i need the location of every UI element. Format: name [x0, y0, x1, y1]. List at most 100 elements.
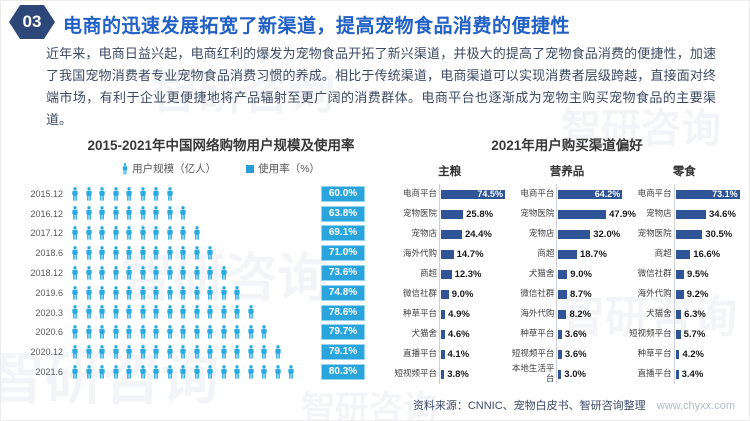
channel-label: 海外代购: [402, 248, 437, 259]
person-icon: [126, 226, 132, 240]
bar-track: 3.8%: [439, 364, 508, 384]
bar-value: 8.7%: [570, 288, 592, 300]
bar-track: 9.0%: [556, 264, 625, 284]
person-icon: [207, 285, 213, 300]
body-paragraph: 近年来，电商日益兴起，电商红利的爆发为宠物食品开拓了新兴渠道，并极大的提高了宠物…: [46, 46, 716, 128]
bar: [441, 289, 449, 299]
bar-track: 18.7%: [556, 244, 625, 264]
person-icon: [72, 364, 78, 379]
person-icon: [112, 285, 119, 300]
bar-row: 犬猫舍 9.0%: [508, 264, 625, 284]
channel-label: 商超: [419, 268, 437, 279]
bar: [675, 229, 703, 239]
bar-row: 种草平台 4.2%: [626, 344, 743, 364]
bar-value: 32.0%: [593, 228, 621, 240]
person-icon: [180, 246, 186, 260]
person-icon: [166, 186, 173, 201]
bar: [441, 349, 445, 359]
person-icon: [220, 345, 227, 359]
bar-value: 64.2%: [594, 189, 621, 199]
channel-label: 短视频平台: [629, 328, 672, 339]
person-icon: [234, 325, 240, 339]
bar-value: 4.6%: [447, 328, 470, 340]
channel-group-零食: 零食 电商平台 73.1% 宠物店 34.6% 宠物医院 30.5% 商超 16.6% 微信社群 9…: [626, 163, 743, 384]
person-icon: [112, 325, 119, 339]
person-icon: [166, 305, 173, 320]
bar-track: 3.6%: [556, 324, 625, 344]
person-icon: [85, 345, 92, 359]
channel-label: 电商平台: [637, 188, 672, 199]
person-icons: [71, 186, 321, 202]
bar-track: 12.3%: [439, 264, 508, 284]
pictogram-row: 2020.3 78.6%: [15, 303, 365, 323]
bar-row: 电商平台 64.2%: [508, 184, 625, 204]
bar-row: 犬猫舍 4.6%: [391, 324, 508, 344]
person-icon: [112, 246, 119, 260]
bar: [441, 329, 445, 339]
person-icon: [193, 325, 200, 339]
person-icon: [180, 305, 186, 320]
users-chart-panel: 2015-2021年中国网络购物用户规模及使用率 用户规模（亿人） 使用率（%）…: [15, 134, 365, 382]
person-icon: [112, 206, 119, 221]
bar-row: 宠物医院 30.5%: [626, 224, 743, 244]
person-icon: [166, 206, 173, 221]
person-icon: [153, 364, 159, 379]
bar-value: 9.0%: [570, 268, 592, 280]
pictogram-row: 2019.6 74.8%: [15, 283, 365, 303]
bar-row: 宠物医院 47.9%: [508, 204, 636, 224]
usage-rate-badge: 79.1%: [321, 344, 365, 361]
person-icon: [193, 226, 200, 240]
person-icon: [193, 345, 200, 359]
channel-label: 微信社群: [520, 288, 555, 299]
bar-value: 4.1%: [447, 348, 470, 360]
channel-label: 直播平台: [402, 348, 437, 359]
person-icon: [85, 364, 92, 379]
bar: [441, 269, 452, 279]
bar: [558, 329, 562, 339]
person-icon: [99, 345, 105, 359]
person-icon: [166, 246, 173, 260]
person-icon: [126, 206, 132, 221]
legend-item-usage-rate: 使用率（%）: [246, 161, 320, 176]
bar-value: 9.2%: [686, 288, 709, 300]
bar-row: 海外代购 14.7%: [391, 244, 508, 264]
person-icon: [193, 285, 200, 300]
person-icons: [71, 246, 321, 261]
channel-group-营养品: 营养品 电商平台 64.2% 宠物医院 47.9% 宠物店 32.0% 商超 18.7% 犬猫舍 9…: [508, 163, 636, 384]
bar: [675, 369, 679, 379]
person-icon: [85, 266, 92, 280]
users-chart-title: 2015-2021年中国网络购物用户规模及使用率: [87, 138, 355, 153]
pictogram-row: 2018.6 71.0%: [15, 243, 365, 263]
usage-rate-badge: 63.8%: [321, 205, 365, 222]
bar-row: 商超 12.3%: [391, 264, 508, 284]
channel-label: 宠物医院: [637, 228, 672, 239]
channel-label: 种草平台: [520, 328, 555, 339]
usage-rate-badge: 73.6%: [321, 265, 365, 282]
person-icon: [207, 345, 213, 359]
channel-label: 宠物医院: [520, 208, 555, 219]
person-icons: [71, 266, 321, 281]
person-icon: [193, 266, 200, 280]
bar-value: 3.8%: [447, 368, 469, 380]
bar-row: 短视频平台 5.7%: [626, 324, 743, 344]
channel-label: 微信社群: [402, 288, 437, 299]
person-icons: [71, 206, 321, 221]
person-icon: [166, 345, 173, 359]
bar: [675, 209, 706, 219]
year-label: 2020.3: [35, 307, 63, 318]
bar-row: 短视频平台 3.6%: [508, 344, 625, 364]
bar-track: 3.4%: [673, 364, 743, 384]
pictogram-row: 2015.12 60.0%: [15, 184, 365, 204]
bar: [675, 249, 691, 259]
channels-chart-panel: 2021年用户购买渠道偏好 主粮 电商平台 74.5% 宠物医院 25.8% 宠物店 24.…: [391, 134, 743, 384]
bar-row: 电商平台 73.1%: [626, 184, 743, 204]
bar-value: 3.6%: [564, 328, 587, 340]
person-icon: [85, 305, 92, 320]
website-link[interactable]: www.chyxx.com: [656, 400, 735, 412]
bar: [441, 249, 454, 259]
person-icon: [139, 345, 146, 359]
person-icon: [126, 325, 132, 339]
channel-label: 海外代购: [520, 308, 555, 319]
channel-label: 电商平台: [402, 188, 437, 199]
